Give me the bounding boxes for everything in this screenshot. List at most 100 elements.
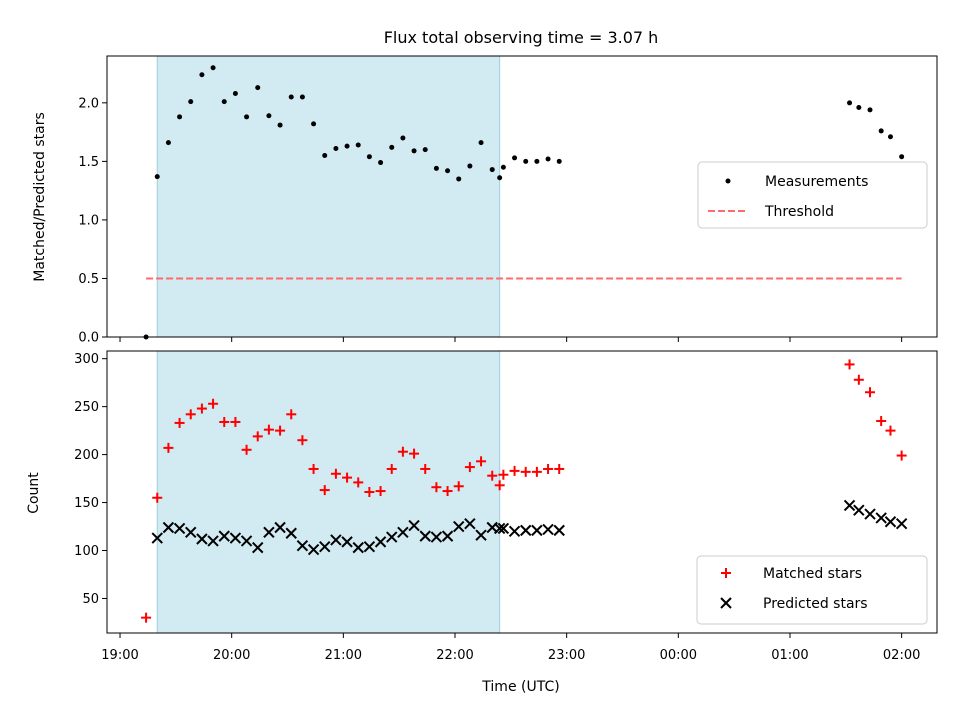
predicted-star-mark-b bbox=[493, 522, 506, 535]
predicted-star-point bbox=[151, 532, 163, 544]
predicted-star-point bbox=[493, 522, 506, 535]
predicted-star-point bbox=[229, 532, 242, 544]
measurement-point bbox=[411, 148, 417, 154]
y-tick-label-bot: 300 bbox=[74, 352, 99, 367]
predicted-star-point bbox=[352, 541, 364, 554]
predicted-legend-marker bbox=[720, 597, 732, 609]
predicted-star-point bbox=[843, 499, 856, 512]
predicted-star-mark-b bbox=[374, 536, 387, 548]
predicted-star-point bbox=[162, 521, 175, 534]
predicted-star-mark-b bbox=[296, 540, 309, 552]
measurement-point bbox=[366, 154, 372, 160]
predicted-star-point bbox=[296, 540, 309, 552]
x-tick-label: 22:00 bbox=[436, 648, 473, 663]
predicted-star-point bbox=[408, 519, 420, 532]
predicted-star-point bbox=[453, 520, 465, 533]
measurement-point bbox=[400, 135, 406, 141]
measurement-point bbox=[232, 90, 238, 96]
measurement-point bbox=[445, 168, 451, 174]
y-tick-label-top: 1.0 bbox=[78, 213, 99, 228]
predicted-star-mark-b bbox=[352, 541, 364, 554]
predicted-star-mark-b bbox=[508, 525, 521, 538]
measurement-point bbox=[467, 163, 473, 169]
y-tick-label-bot: 200 bbox=[74, 448, 99, 463]
predicted-star-mark-b bbox=[464, 517, 476, 530]
matched-star-point bbox=[174, 417, 185, 428]
matched-star-point bbox=[286, 409, 297, 420]
matched-legend-marker bbox=[721, 568, 731, 578]
predicted-star-point bbox=[386, 531, 398, 543]
measurement-point bbox=[288, 94, 294, 100]
predicted-star-mark-b bbox=[173, 522, 186, 535]
measurement-point bbox=[322, 153, 328, 159]
matched-star-point bbox=[319, 485, 330, 496]
predicted-star-point bbox=[553, 524, 565, 537]
predicted-star-mark-b bbox=[895, 517, 908, 530]
predicted-star-point bbox=[196, 533, 208, 545]
measurement-point bbox=[188, 99, 194, 105]
matched-star-point bbox=[397, 446, 408, 457]
ratio-legend: Measurements Threshold bbox=[697, 161, 928, 229]
count-legend: Matched stars Predicted stars bbox=[696, 555, 928, 625]
matched-star-point bbox=[308, 463, 319, 474]
matched-star-point bbox=[353, 477, 364, 488]
measurement-point bbox=[221, 99, 227, 105]
measurement-point bbox=[847, 100, 853, 106]
matched-star-point bbox=[476, 456, 487, 467]
matched-star-point bbox=[876, 416, 887, 427]
predicted-star-mark-b bbox=[520, 524, 532, 537]
predicted-star-mark-b bbox=[386, 531, 398, 543]
matched-star-point bbox=[487, 470, 498, 481]
measurement-point bbox=[534, 158, 540, 164]
predicted-star-point bbox=[263, 526, 275, 538]
predicted-star-mark-b bbox=[263, 526, 275, 538]
measurement-point bbox=[165, 140, 171, 146]
matched-star-point bbox=[196, 403, 207, 414]
predicted-star-point bbox=[853, 504, 865, 516]
ratio-y-axis-label: Matched/Predicted stars bbox=[32, 112, 48, 282]
chart-title: Flux total observing time = 3.07 h bbox=[384, 28, 659, 47]
y-tick-label-top: 0.5 bbox=[78, 272, 99, 287]
predicted-star-point bbox=[531, 524, 543, 537]
matched-star-point bbox=[844, 359, 855, 370]
measurement-point bbox=[378, 160, 384, 166]
predicted-star-point bbox=[464, 517, 476, 530]
matched-star-point bbox=[494, 480, 505, 491]
legend-matched-stars: Matched stars bbox=[763, 566, 862, 582]
predicted-star-mark-b bbox=[330, 534, 342, 546]
predicted-star-point bbox=[542, 523, 554, 536]
predicted-star-mark-b bbox=[864, 508, 876, 520]
predicted-star-mark-b bbox=[453, 520, 465, 533]
count-panel: 50 100 150 200 250 300 19:00 20:00 21:00 22:00 23… bbox=[26, 350, 938, 695]
measurement-point bbox=[489, 167, 495, 173]
measurement-point bbox=[856, 105, 862, 111]
predicted-star-mark-b bbox=[319, 540, 331, 553]
predicted-star-mark-b bbox=[531, 524, 543, 537]
measurement-point bbox=[867, 107, 873, 113]
measurement-point bbox=[523, 158, 529, 164]
y-tick-label-top: 1.5 bbox=[78, 155, 99, 170]
matched-star-point bbox=[375, 486, 386, 497]
predicted-star-mark-b bbox=[441, 530, 454, 542]
matched-star-point bbox=[330, 468, 341, 479]
predicted-star-mark-b bbox=[274, 521, 286, 534]
matched-star-point bbox=[531, 466, 542, 477]
matched-star-point bbox=[386, 463, 397, 474]
predicted-star-point bbox=[341, 536, 353, 548]
predicted-star-mark-b bbox=[853, 504, 865, 516]
predicted-star-mark-b bbox=[419, 530, 431, 542]
predicted-star-mark-b bbox=[207, 535, 219, 547]
measurement-point bbox=[177, 114, 183, 120]
matched-star-point bbox=[241, 444, 252, 455]
predicted-star-point bbox=[173, 522, 186, 535]
legend-measurements: Measurements bbox=[765, 174, 868, 190]
predicted-star-mark-b bbox=[341, 536, 353, 548]
predicted-star-point bbox=[240, 535, 253, 547]
matched-star-point bbox=[409, 448, 420, 459]
predicted-star-point bbox=[497, 522, 510, 535]
x-axis-label: Time (UTC) bbox=[481, 679, 559, 695]
matched-star-point bbox=[865, 387, 876, 398]
measurement-point bbox=[210, 65, 216, 71]
predicted-star-point bbox=[285, 527, 297, 539]
matched-star-point bbox=[554, 463, 565, 474]
